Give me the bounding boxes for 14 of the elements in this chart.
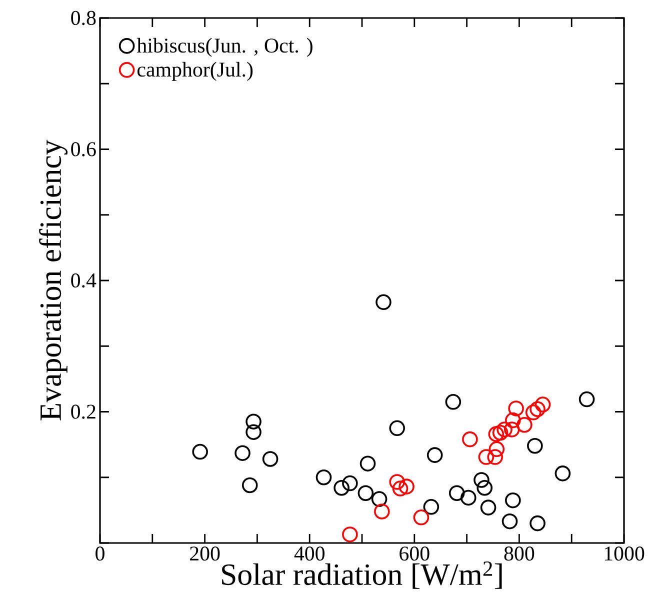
x-axis-title: Solar radiation [W/m$^{2}$] bbox=[222, 561, 502, 589]
legend-label: camphor(Jul.) bbox=[138, 62, 253, 81]
y-tick-label: 0.4 bbox=[71, 273, 96, 288]
x-tick-label: 200 bbox=[190, 546, 220, 561]
y-tick-label: 0.2 bbox=[71, 404, 96, 419]
y-tick-label: 0.6 bbox=[71, 142, 96, 156]
legend-label: hibiscus(Jun. , Oct. ) bbox=[136, 38, 312, 57]
y-tick-label: 0.8 bbox=[71, 10, 96, 26]
x-tick-label: 600 bbox=[400, 546, 430, 561]
x-tick-label: 0 bbox=[96, 546, 104, 561]
x-tick-label: 800 bbox=[504, 546, 534, 561]
y-axis-title: Evaporation efficiency bbox=[39, 140, 68, 420]
x-tick-label: 400 bbox=[294, 546, 325, 561]
x-tick-label: 1000 bbox=[604, 546, 644, 561]
